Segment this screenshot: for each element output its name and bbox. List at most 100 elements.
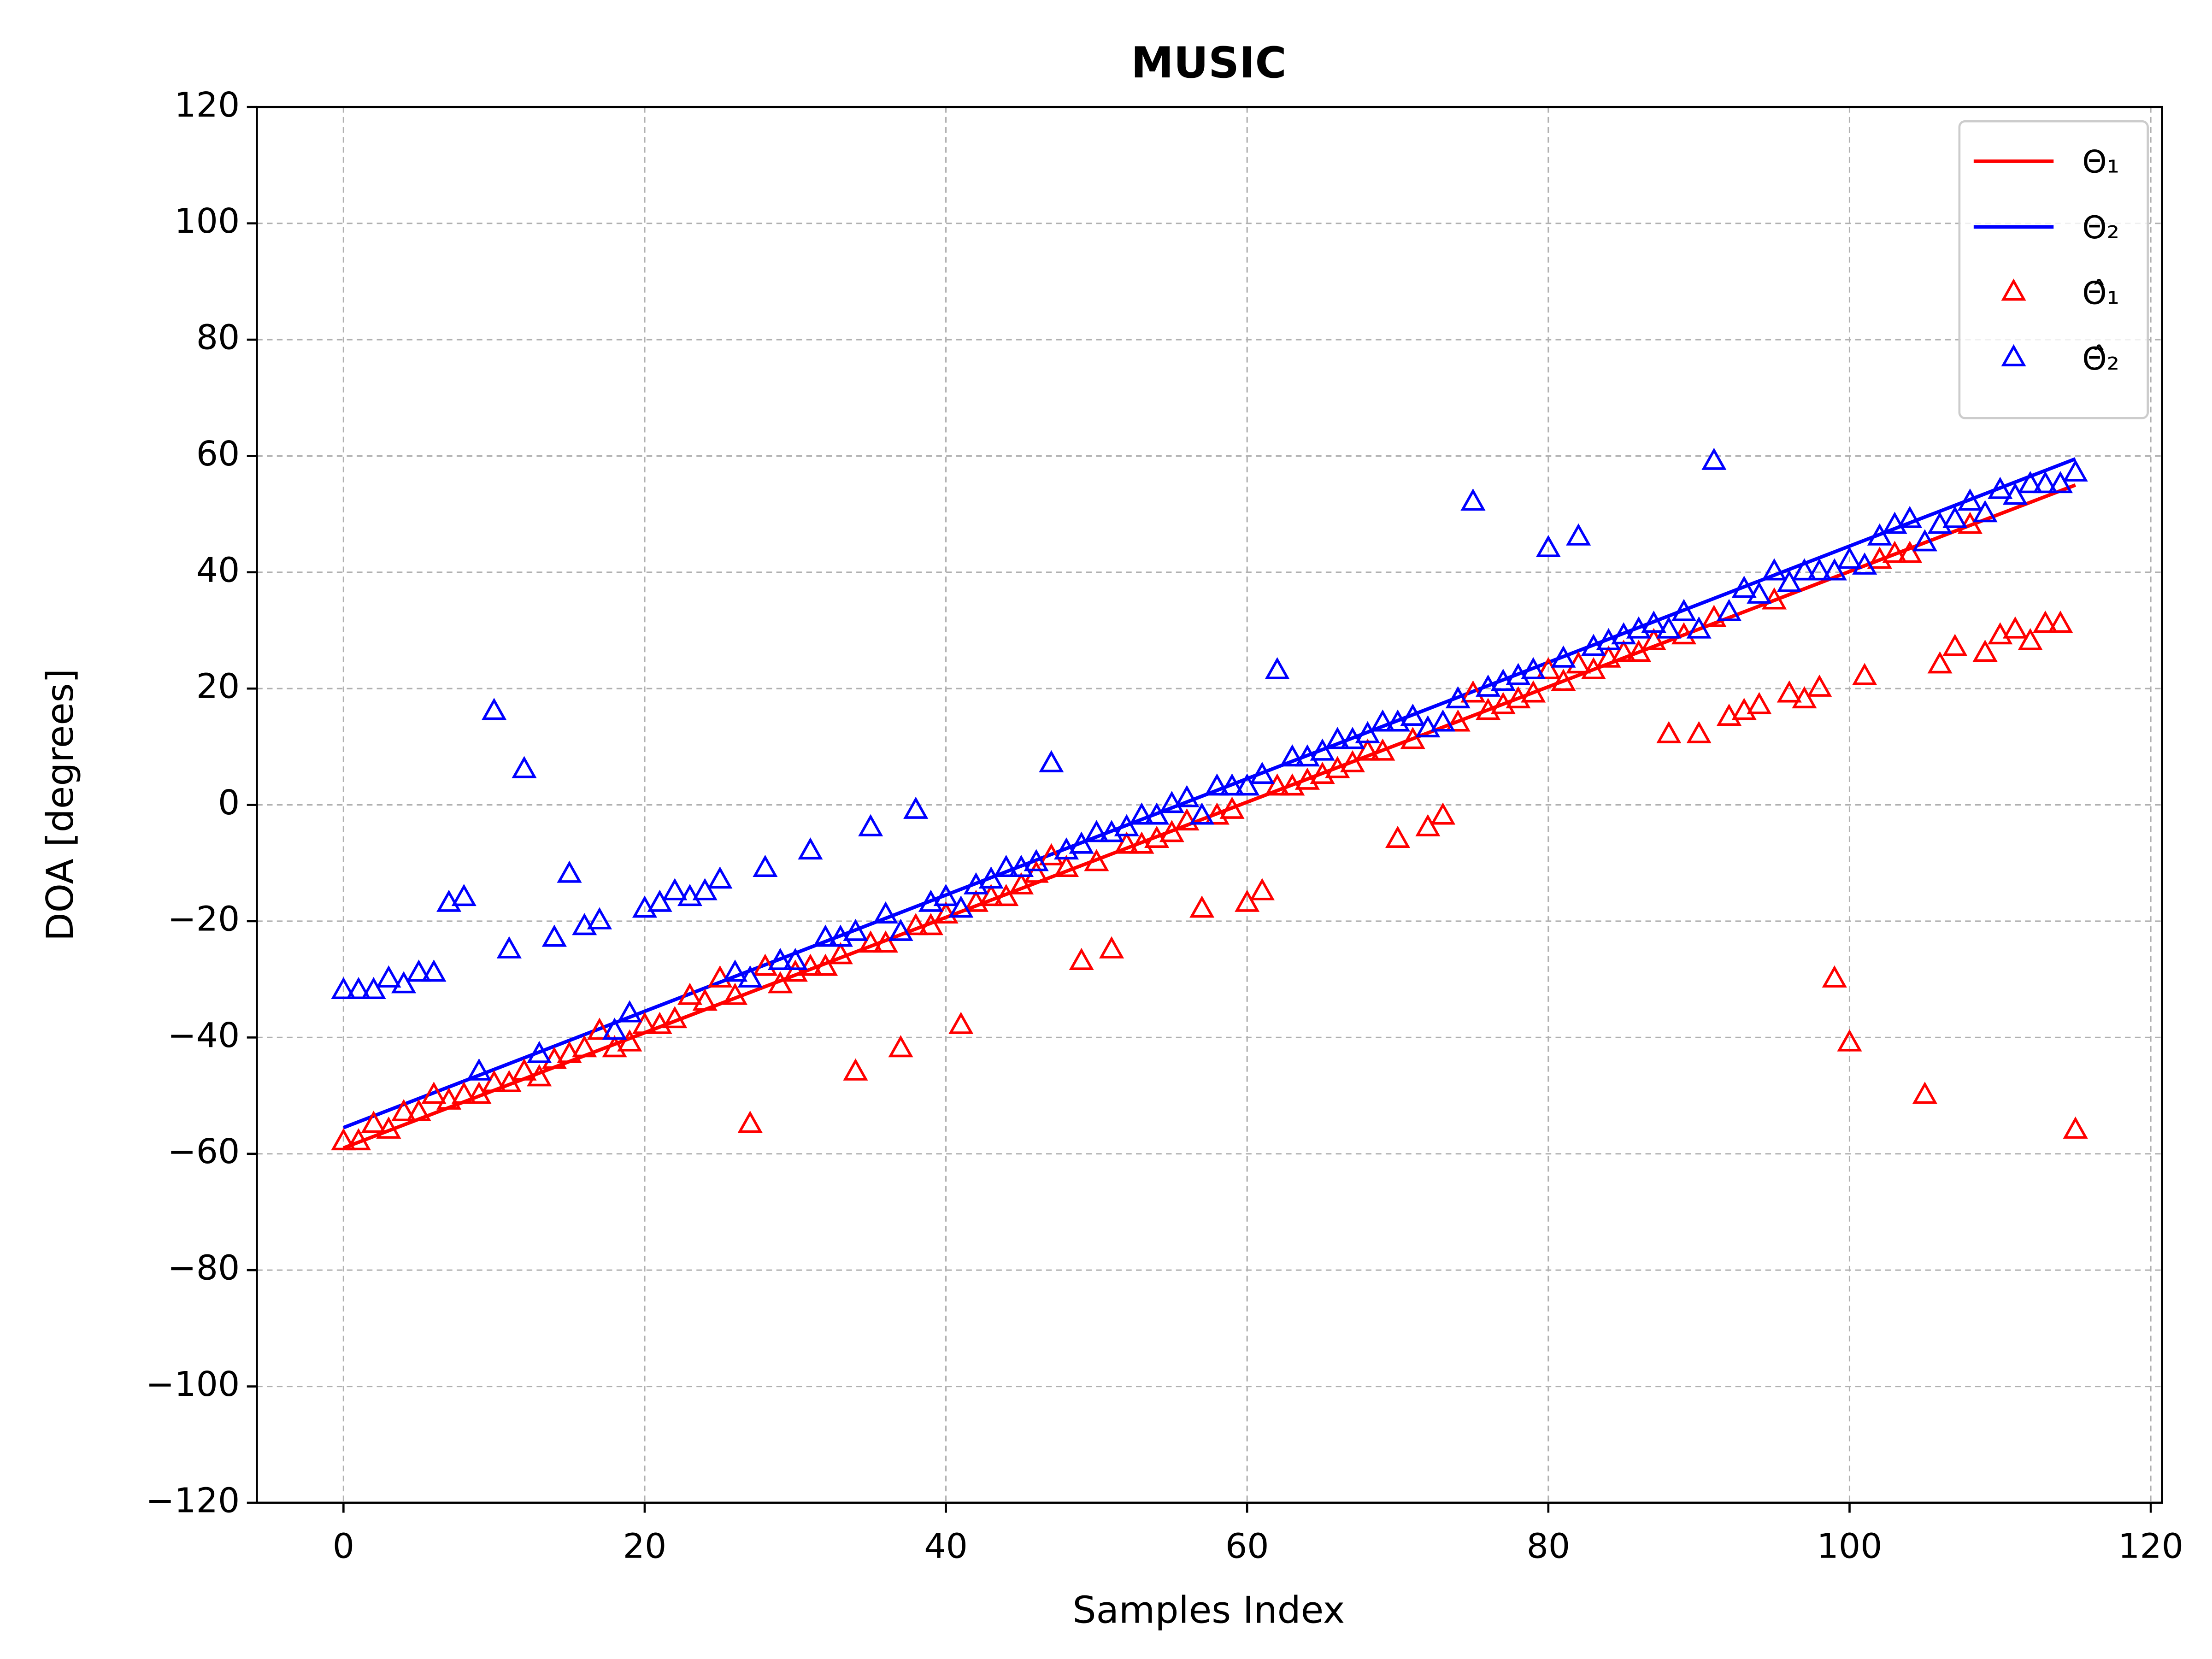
marker bbox=[1566, 523, 1591, 546]
y-tick-label: 20 bbox=[196, 666, 240, 706]
marker bbox=[527, 1064, 552, 1087]
marker bbox=[1626, 616, 1651, 639]
marker bbox=[451, 884, 477, 906]
marker bbox=[1731, 576, 1757, 598]
marker bbox=[903, 913, 929, 935]
marker bbox=[2018, 471, 2043, 494]
marker bbox=[1024, 860, 1049, 883]
marker bbox=[1852, 663, 1877, 685]
marker bbox=[1189, 895, 1215, 918]
marker bbox=[1521, 680, 1546, 703]
marker bbox=[1837, 547, 1862, 569]
marker bbox=[346, 977, 371, 1000]
marker bbox=[1641, 628, 1666, 650]
marker bbox=[331, 1128, 356, 1151]
x-tick-label: 120 bbox=[2118, 1526, 2183, 1566]
marker bbox=[1460, 488, 1486, 511]
marker bbox=[647, 1012, 672, 1034]
marker bbox=[1882, 512, 1907, 534]
marker bbox=[933, 884, 959, 906]
marker bbox=[813, 924, 838, 947]
marker bbox=[1385, 825, 1411, 848]
marker bbox=[1129, 831, 1154, 854]
marker bbox=[647, 889, 672, 912]
marker bbox=[1837, 1029, 1862, 1052]
marker bbox=[466, 1082, 492, 1104]
marker bbox=[2047, 610, 2073, 633]
marker bbox=[1867, 547, 1892, 569]
marker bbox=[677, 982, 703, 1005]
y-tick-label: −20 bbox=[167, 899, 240, 939]
marker bbox=[1777, 570, 1802, 592]
marker bbox=[2063, 1116, 2088, 1139]
marker bbox=[1069, 831, 1094, 854]
marker bbox=[768, 971, 793, 994]
marker bbox=[541, 1047, 567, 1069]
marker bbox=[1008, 854, 1034, 877]
marker bbox=[1355, 721, 1380, 743]
marker bbox=[1039, 750, 1064, 772]
marker bbox=[1581, 657, 1606, 679]
marker bbox=[632, 1012, 658, 1034]
marker bbox=[1701, 605, 1727, 627]
marker bbox=[1551, 669, 1576, 691]
marker bbox=[1957, 488, 1983, 511]
y-tick-label: 0 bbox=[218, 782, 240, 823]
marker bbox=[1445, 686, 1471, 709]
y-tick-label: 120 bbox=[174, 85, 240, 125]
marker bbox=[1912, 529, 1937, 552]
marker bbox=[331, 977, 356, 1000]
marker bbox=[466, 1058, 492, 1081]
marker bbox=[888, 918, 913, 941]
marker bbox=[692, 988, 718, 1011]
marker bbox=[1747, 581, 1772, 604]
marker bbox=[1415, 715, 1441, 738]
marker bbox=[1626, 640, 1651, 662]
marker bbox=[782, 947, 808, 970]
marker bbox=[496, 936, 522, 959]
marker bbox=[512, 756, 537, 778]
marker bbox=[1686, 721, 1712, 743]
marker bbox=[346, 1128, 371, 1151]
marker bbox=[768, 947, 793, 970]
marker bbox=[963, 872, 989, 894]
marker bbox=[1972, 640, 1998, 662]
marker bbox=[1219, 773, 1245, 796]
marker bbox=[1294, 744, 1320, 767]
marker bbox=[1927, 651, 1953, 674]
marker bbox=[361, 1111, 386, 1133]
marker bbox=[1927, 512, 1953, 534]
y-tick-label: −40 bbox=[167, 1015, 240, 1055]
marker bbox=[1792, 558, 1817, 581]
marker bbox=[722, 982, 748, 1005]
marker bbox=[1084, 849, 1109, 871]
marker bbox=[948, 895, 974, 918]
marker bbox=[436, 889, 462, 912]
marker bbox=[602, 1018, 627, 1040]
x-tick-label: 100 bbox=[1817, 1526, 1883, 1566]
marker bbox=[1189, 802, 1215, 825]
marker bbox=[1325, 756, 1350, 778]
y-tick-label: −120 bbox=[146, 1480, 240, 1520]
marker bbox=[1174, 808, 1200, 831]
y-tick-label: −100 bbox=[146, 1364, 240, 1404]
marker bbox=[1897, 541, 1923, 563]
marker bbox=[873, 901, 898, 924]
marker bbox=[1490, 692, 1516, 714]
marker bbox=[994, 884, 1019, 906]
chart-title: MUSIC bbox=[1131, 38, 1287, 88]
marker bbox=[1762, 558, 1787, 581]
marker bbox=[1641, 610, 1666, 633]
marker bbox=[1159, 820, 1184, 842]
y-tick-label: 100 bbox=[174, 201, 240, 241]
plot-frame bbox=[256, 106, 2163, 1504]
marker bbox=[572, 1035, 597, 1058]
marker bbox=[587, 907, 612, 930]
marker bbox=[421, 959, 447, 982]
marker bbox=[858, 930, 883, 953]
marker bbox=[1762, 587, 1787, 610]
marker bbox=[873, 930, 898, 953]
y-tick-label: −80 bbox=[167, 1248, 240, 1288]
marker bbox=[2047, 471, 2073, 494]
